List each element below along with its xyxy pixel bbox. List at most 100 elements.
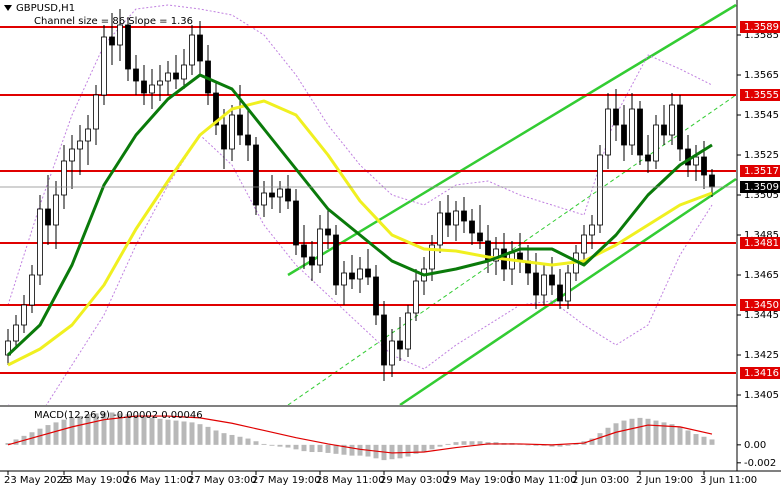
macd-bar: [93, 413, 99, 445]
candle-body: [613, 108, 619, 126]
macd-bar: [357, 444, 363, 456]
candle-body: [533, 272, 539, 296]
macd-bar: [277, 444, 283, 447]
x-tick-label: 29 May 03:00: [380, 475, 449, 486]
macd-bar: [173, 420, 179, 445]
x-tick-label: 27 May 19:00: [252, 475, 321, 486]
macd-bar: [285, 444, 291, 448]
macd-bar: [189, 422, 195, 445]
candle-body: [189, 34, 195, 66]
x-tick-label: 3 Jun 11:00: [700, 475, 757, 486]
x-tick-label: 23 May 2025: [4, 475, 69, 486]
macd-bar: [125, 414, 131, 445]
candle-body: [373, 276, 379, 316]
macd-bar: [53, 422, 59, 445]
macd-bar: [109, 412, 115, 445]
candle-body: [21, 304, 27, 326]
y-tick-label: 1.3445: [744, 310, 779, 321]
macd-panel: [5, 412, 715, 461]
macd-bar: [397, 444, 403, 459]
candle-body: [325, 228, 331, 236]
macd-bar: [629, 418, 635, 445]
candle-body: [437, 212, 443, 246]
candle-body: [597, 154, 603, 226]
macd-bar: [661, 422, 667, 445]
macd-bar: [61, 419, 67, 445]
candle-body: [477, 232, 483, 242]
candle-body: [85, 128, 91, 142]
candle-body: [293, 200, 299, 246]
candle-body: [101, 36, 107, 96]
macd-bar: [437, 444, 443, 447]
macd-bar: [541, 444, 547, 446]
macd-bar: [645, 418, 651, 445]
level-label-box: [740, 237, 780, 249]
candle-body: [229, 114, 235, 150]
macd-bar: [701, 436, 707, 445]
macd-bar: [557, 444, 563, 447]
macd-bar: [245, 438, 251, 445]
candle-body: [261, 192, 267, 206]
candle-body: [277, 188, 283, 198]
candle-body: [317, 228, 323, 266]
candle-body: [589, 224, 595, 236]
level-label-box: [740, 165, 780, 177]
macd-bar: [453, 442, 459, 445]
candle-body: [197, 34, 203, 62]
candle-body: [693, 156, 699, 166]
level-label: 1.3450: [744, 300, 779, 311]
candle-body: [269, 192, 275, 198]
candle-body: [237, 114, 243, 136]
moving-average: [6, 73, 713, 357]
macd-bar: [293, 444, 299, 450]
candle-body: [349, 272, 355, 280]
macd-y-tick-label: 0.00: [744, 440, 766, 451]
macd-bar: [469, 441, 475, 445]
candle-body: [653, 124, 659, 162]
y-tick-label: 1.3405: [744, 390, 779, 401]
macd-bar: [413, 444, 419, 454]
macd-bar: [69, 417, 75, 445]
x-tick-label: 28 May 11:00: [316, 475, 385, 486]
candle-body: [77, 140, 83, 150]
macd-bar: [349, 444, 355, 456]
y-tick-label: 1.3425: [744, 350, 779, 361]
candle-body: [709, 174, 715, 188]
candle-body: [109, 36, 115, 46]
candle-body: [605, 108, 611, 156]
candle-body: [621, 124, 627, 146]
macd-bar: [445, 443, 451, 445]
candle-body: [413, 280, 419, 314]
channel-line: [287, 3, 737, 277]
candle-body: [565, 272, 571, 302]
candle-body: [37, 208, 43, 276]
macd-bar: [573, 443, 579, 445]
candle-body: [557, 284, 563, 302]
candle-body: [213, 92, 219, 126]
macd-bar: [333, 444, 339, 454]
macd-bar: [221, 433, 227, 445]
macd-bar: [325, 444, 331, 453]
candle-body: [397, 340, 403, 350]
macd-bar: [77, 416, 83, 445]
level-label-box: [740, 89, 780, 101]
candle-body: [549, 274, 555, 286]
y-tick-label: 1.3565: [744, 70, 779, 81]
x-tick-label: 29 May 19:00: [444, 475, 513, 486]
candle-body: [453, 210, 459, 226]
candle-body: [13, 324, 19, 342]
candle-body: [701, 156, 707, 176]
candle-body: [301, 244, 307, 258]
candle-body: [645, 154, 651, 162]
macd-bar: [269, 444, 275, 446]
macd-bar: [197, 424, 203, 445]
chart-title: GBPUSD,H1: [16, 3, 75, 14]
macd-bar: [565, 444, 571, 446]
macd-bar: [261, 443, 267, 445]
candle-body: [149, 84, 155, 94]
macd-title: MACD(12,26,9) -0.00002 0.00046: [34, 410, 203, 421]
macd-bar: [301, 444, 307, 452]
macd-bar: [341, 444, 347, 455]
title-marker: [4, 5, 12, 11]
